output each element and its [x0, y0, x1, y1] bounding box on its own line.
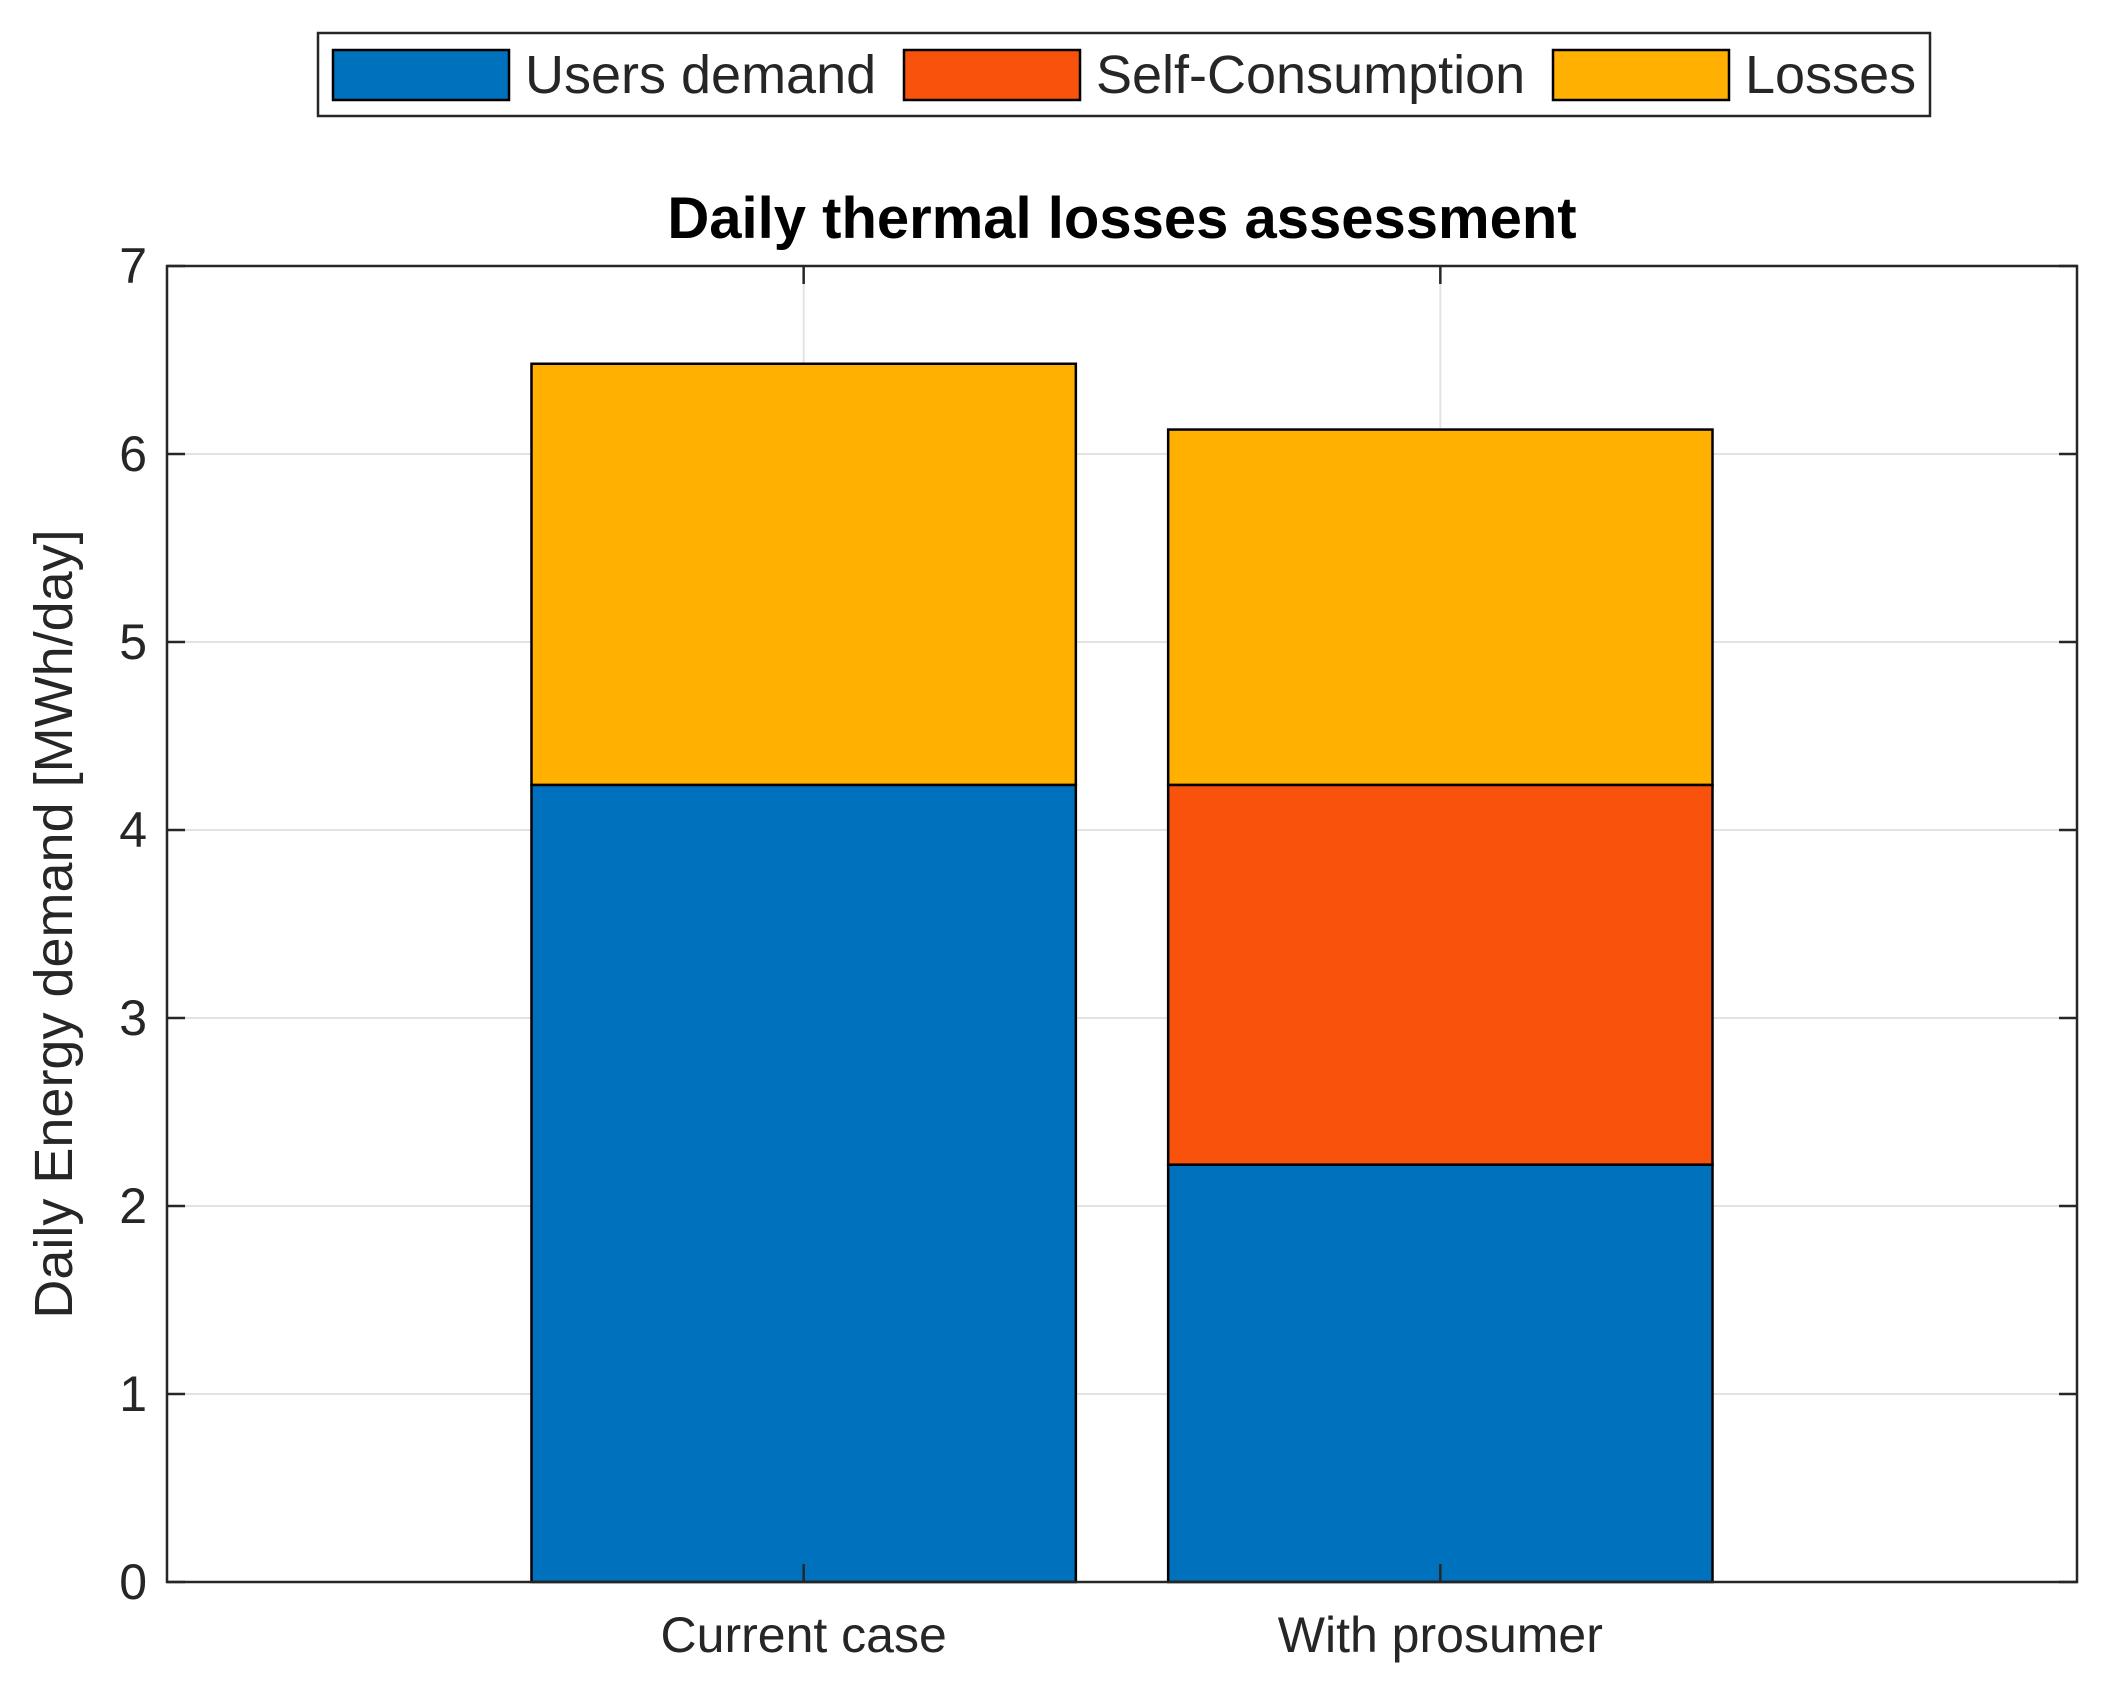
- bars: [530, 362, 1714, 1584]
- y-tick-label: 5: [119, 614, 147, 670]
- legend-label: Users demand: [525, 45, 876, 105]
- y-tick-label: 1: [119, 1366, 147, 1422]
- y-tick-label: 3: [119, 990, 147, 1046]
- gridlines: [167, 266, 2077, 1582]
- x-tick-label: Current case: [661, 1607, 947, 1663]
- y-tick-label: 2: [119, 1178, 147, 1234]
- legend-label: Losses: [1745, 45, 1916, 105]
- x-tick-label: With prosumer: [1278, 1607, 1603, 1663]
- legend-swatch: [902, 48, 1082, 102]
- y-axis-label: Daily Energy demand [MWh/day]: [24, 529, 84, 1318]
- bar-segment: [530, 783, 1078, 1584]
- bar-segment: [530, 362, 1078, 787]
- bar-segment: [1166, 428, 1714, 787]
- legend-swatch: [331, 48, 511, 102]
- bar-segment: [1166, 1163, 1714, 1584]
- y-axis-tick-labels: 0 1 2 3 4 5 6 7: [119, 238, 147, 1610]
- y-tick-label: 4: [119, 802, 147, 858]
- legend-swatch: [1551, 48, 1731, 102]
- x-axis-tick-labels: Current case With prosumer: [661, 1607, 1603, 1663]
- legend-label: Self-Consumption: [1096, 45, 1525, 105]
- y-tick-label: 7: [119, 238, 147, 294]
- y-tick-label: 6: [119, 426, 147, 482]
- plot-frame: [165, 264, 2079, 1584]
- y-tick-label: 0: [119, 1554, 147, 1610]
- legend: Users demand Self-Consumption Losses: [316, 31, 1932, 118]
- bar-segment: [1166, 783, 1714, 1166]
- chart-title: Daily thermal losses assessment: [667, 186, 1576, 251]
- axis-ticks: [167, 264, 2077, 1584]
